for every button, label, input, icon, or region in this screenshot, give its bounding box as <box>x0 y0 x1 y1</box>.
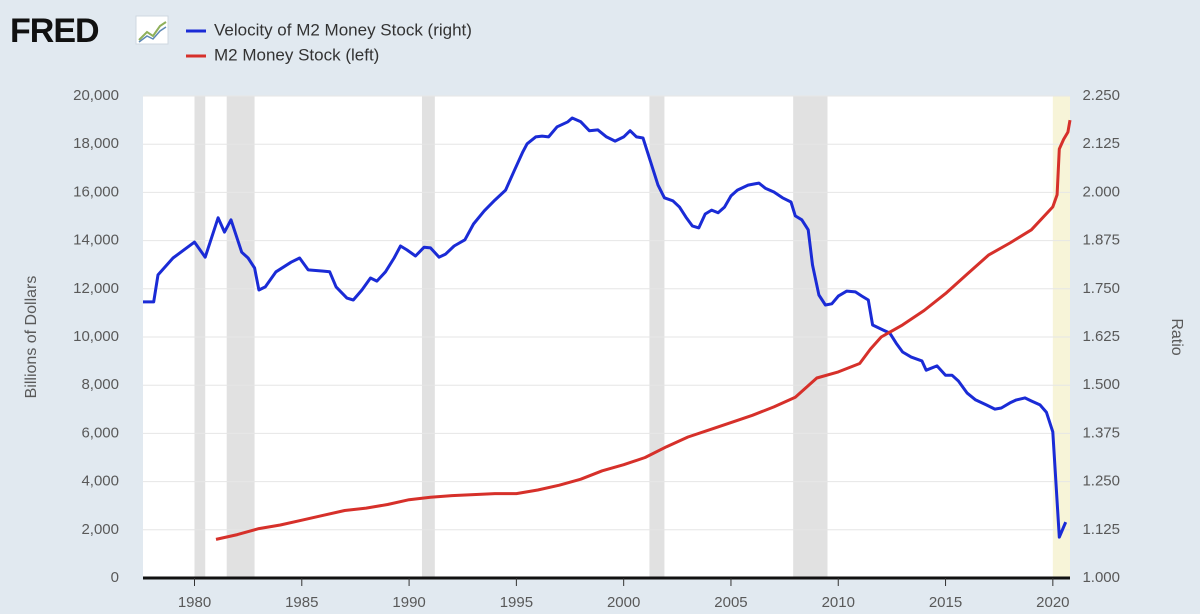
y-tick-label: 12,000 <box>73 280 119 297</box>
series-line <box>143 116 1068 539</box>
y2-tick-label: 1.125 <box>1082 521 1120 538</box>
x-tick-label: 2010 <box>822 594 855 611</box>
y-tick-label: 10,000 <box>73 328 119 345</box>
x-tick-label: 2000 <box>607 594 640 611</box>
x-tick-label: 1995 <box>500 594 533 611</box>
y2-tick-label: 2.125 <box>1082 135 1120 152</box>
y2-tick-label: 1.000 <box>1082 569 1120 586</box>
legend-label: Velocity of M2 Money Stock (right) <box>214 20 472 39</box>
y2-axis-label: Ratio <box>1168 318 1185 355</box>
x-tick-label: 1990 <box>392 594 425 611</box>
y2-tick-label: 1.875 <box>1082 232 1120 249</box>
y-tick-label: 14,000 <box>73 232 119 249</box>
plot-layer <box>143 95 1072 579</box>
y-tick-label: 4,000 <box>81 473 119 490</box>
y2-tick-label: 1.750 <box>1082 280 1120 297</box>
x-tick-label: 1985 <box>285 594 318 611</box>
y-axis-label: Billions of Dollars <box>23 276 40 399</box>
y-tick-label: 8,000 <box>81 376 119 393</box>
y-tick-label: 16,000 <box>73 183 119 200</box>
y2-tick-label: 1.500 <box>1082 376 1120 393</box>
y-tick-label: 2,000 <box>81 521 119 538</box>
y2-tick-label: 1.625 <box>1082 328 1120 345</box>
y-tick-label: 6,000 <box>81 424 119 441</box>
logo: FRED <box>10 12 99 50</box>
logo-icon <box>135 15 169 45</box>
x-tick-label: 2020 <box>1036 594 1069 611</box>
x-tick-label: 1980 <box>178 594 211 611</box>
series-line <box>215 119 1072 541</box>
y2-tick-label: 2.250 <box>1082 87 1120 104</box>
y2-tick-label: 2.000 <box>1082 183 1120 200</box>
y-tick-label: 20,000 <box>73 87 119 104</box>
y2-tick-label: 1.375 <box>1082 424 1120 441</box>
y-tick-label: 0 <box>111 569 119 586</box>
x-tick-label: 2005 <box>714 594 747 611</box>
y2-tick-label: 1.250 <box>1082 473 1120 490</box>
legend-label: M2 Money Stock (left) <box>214 45 379 64</box>
y-tick-label: 18,000 <box>73 135 119 152</box>
x-tick-label: 2015 <box>929 594 962 611</box>
